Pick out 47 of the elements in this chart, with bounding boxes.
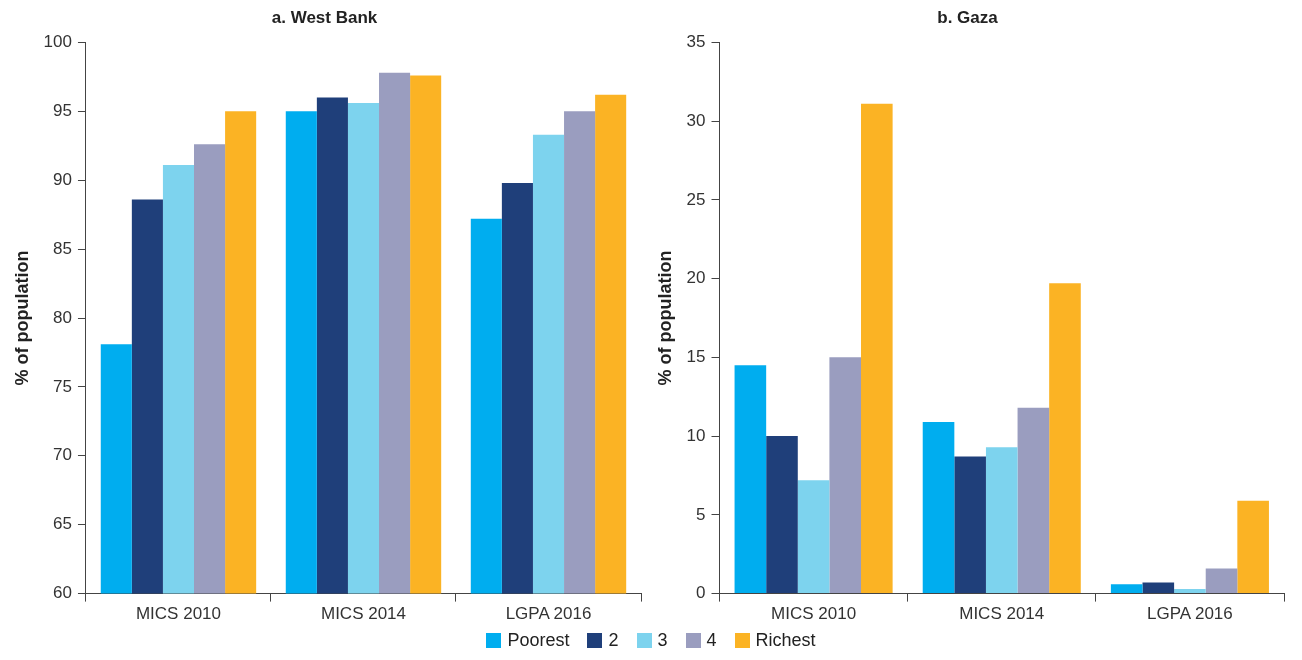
bar	[1205, 568, 1238, 594]
bar	[734, 365, 767, 594]
chart-title: a. West Bank	[271, 7, 378, 27]
y-tick-label: 5	[696, 504, 706, 524]
bar	[1049, 283, 1081, 594]
x-tick-label: MICS 2010	[135, 604, 221, 624]
y-tick-label: 35	[686, 32, 706, 52]
bar	[1237, 500, 1269, 594]
y-tick-label: 60	[53, 583, 72, 603]
y-tick-label: 25	[686, 189, 706, 209]
bar	[861, 103, 893, 594]
bar	[1142, 582, 1175, 594]
bar	[1017, 407, 1050, 594]
y-tick-label: 95	[53, 100, 72, 120]
y-tick-label: 65	[53, 514, 72, 534]
bar	[766, 436, 798, 594]
x-tick-label: LGPA 2016	[505, 604, 592, 624]
bar	[1110, 584, 1143, 594]
y-axis-title: % of population	[654, 250, 675, 386]
x-tick-label: MICS 2010	[771, 604, 857, 624]
y-tick-label: 30	[686, 110, 706, 130]
chart-title: b. Gaza	[937, 7, 999, 27]
bar	[797, 480, 830, 594]
y-tick-label: 20	[686, 268, 706, 288]
y-tick-label: 0	[696, 583, 706, 603]
legend-label: 3	[657, 630, 668, 651]
legend-label: 2	[608, 630, 619, 651]
y-axis-title: % of population	[11, 250, 32, 386]
x-tick-label: MICS 2014	[959, 604, 1045, 624]
x-tick-label: LGPA 2016	[1147, 604, 1233, 624]
y-tick-label: 85	[53, 238, 72, 258]
y-tick-label: 10	[686, 425, 706, 445]
y-tick-label: 70	[53, 445, 72, 465]
y-tick-label: 15	[686, 347, 706, 367]
bar	[922, 421, 955, 594]
legend-label: 4	[706, 630, 717, 651]
x-tick-label: MICS 2014	[320, 604, 407, 624]
bar	[985, 447, 1018, 594]
y-tick-label: 80	[53, 307, 72, 327]
bar	[954, 456, 986, 594]
y-tick-label: 100	[43, 32, 72, 52]
bar	[829, 357, 862, 594]
y-tick-label: 90	[53, 169, 72, 189]
y-tick-label: 75	[53, 376, 72, 396]
bar	[1174, 588, 1206, 594]
legend-label: Richest	[755, 630, 816, 651]
legend-label: Poorest	[507, 630, 570, 651]
